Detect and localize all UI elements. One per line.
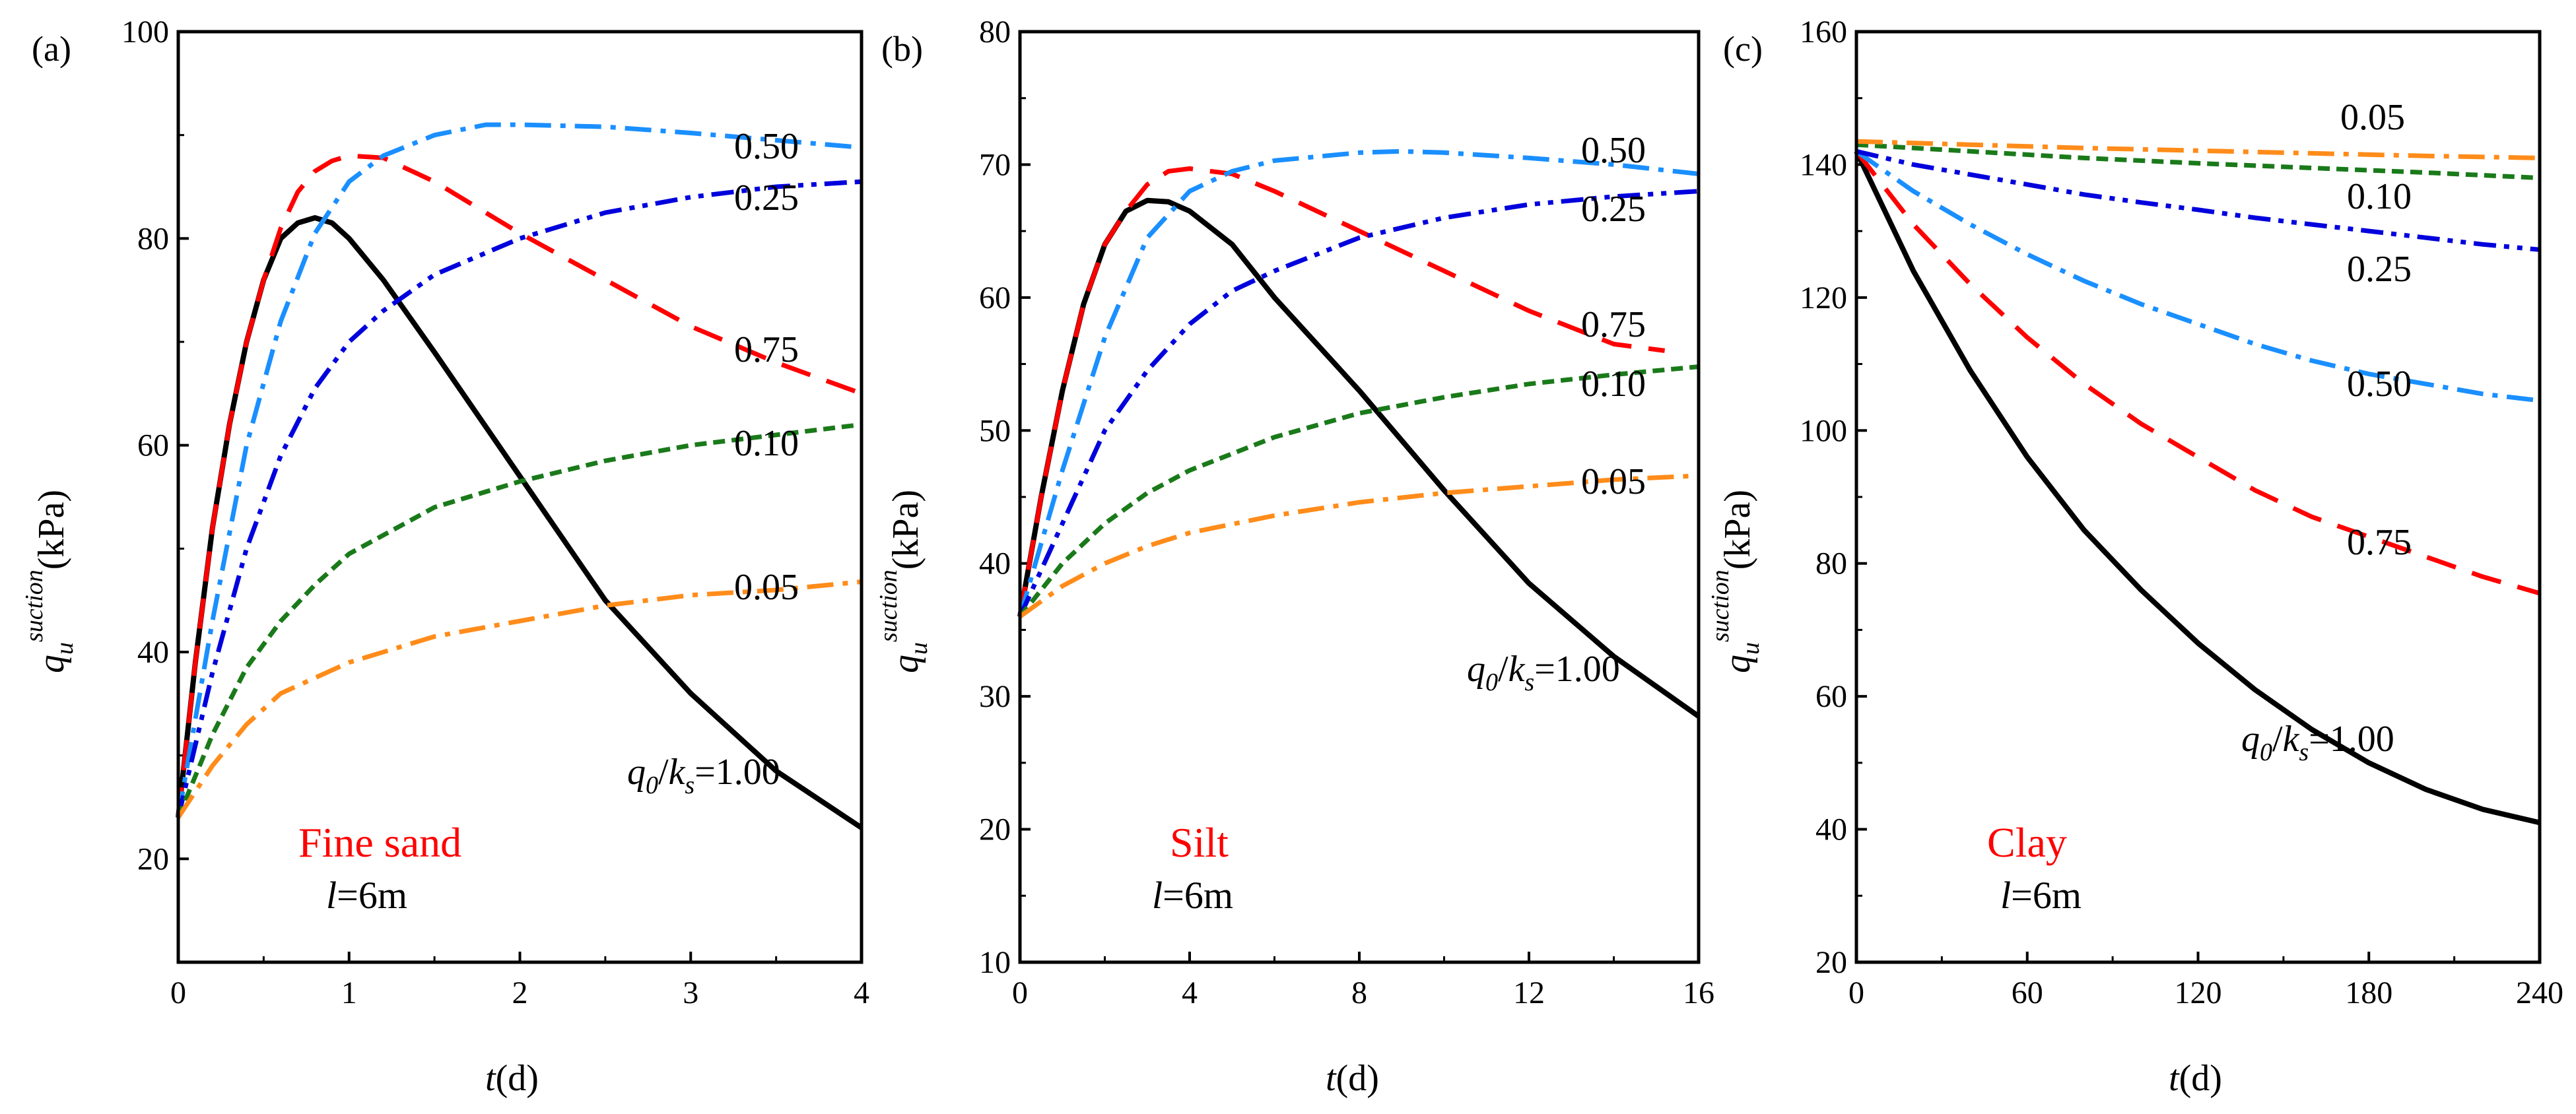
panel-c-ticks: 0 60 120 180 240 20 40 60 80 100 120 140 160: [1800, 15, 2563, 1010]
panel-c-label-100: q0/ks=1.00: [2241, 719, 2394, 766]
c-y-tick-label: 120: [1800, 280, 1847, 315]
panel-b-ticks: 0 4 8 12 16 10 20 30 40 50 60 70 80: [979, 15, 1714, 1010]
panel-c-soil-label: Clay: [1987, 819, 2067, 866]
b-series-100: [1017, 197, 1701, 719]
c-y-tick-label: 80: [1815, 546, 1847, 581]
panel-c-label-025: 0.25: [2347, 249, 2412, 290]
panel-c: (c) 0 60 120 180 240 20 40 60 80 100 120 140 160 0.0…: [1707, 15, 2563, 1099]
panel-a: (a) 0 1 2 3 4 20 40 60 80 100 0.50 0.25 0.75 0.10…: [20, 15, 869, 1099]
panel-a-length-label: l=6m: [326, 874, 407, 917]
b-x-tick-label: 16: [1683, 975, 1714, 1010]
panel-b-x-label: t(d): [1326, 1058, 1379, 1099]
panel-b-curves: [1017, 148, 1701, 719]
b-x-tick-label: 12: [1513, 975, 1545, 1010]
panel-b-label-050: 0.50: [1581, 130, 1646, 171]
a-x-tick-label: 4: [854, 975, 869, 1010]
panel-b-label-100: q0/ks=1.00: [1467, 649, 1620, 696]
c-series-100: [1854, 150, 2540, 826]
c-y-tick-label: 60: [1815, 679, 1847, 714]
panel-label-c: (c): [1723, 29, 1763, 69]
c-x-tick-label: 60: [2012, 975, 2043, 1010]
b-series-075: [1017, 166, 1666, 617]
panel-c-y-label: qusuction(kPa): [1707, 490, 1765, 673]
a-series-005: [176, 579, 862, 819]
panel-a-curves: [176, 122, 864, 830]
panel-b-label-075: 0.75: [1581, 304, 1646, 345]
a-y-tick-label: 80: [137, 221, 169, 256]
panel-a-label-100: q0/ks=1.00: [627, 752, 780, 799]
b-series-005: [1018, 473, 1699, 619]
c-x-tick-label: 240: [2516, 975, 2563, 1010]
a-series-010: [176, 422, 862, 819]
panel-a-frame: [176, 30, 864, 964]
a-y-tick-label: 60: [137, 428, 169, 463]
panel-c-label-050: 0.50: [2347, 364, 2412, 405]
a-y-tick-label: 20: [137, 841, 169, 876]
c-x-tick-label: 120: [2175, 975, 2222, 1010]
panel-a-label-005: 0.05: [734, 567, 799, 608]
a-y-tick-label: 40: [137, 635, 169, 670]
panel-b-y-label: qusuction(kPa): [875, 490, 933, 673]
panel-b-label-010: 0.10: [1581, 364, 1646, 405]
b-y-tick-label: 40: [979, 546, 1011, 581]
panel-a-soil-label: Fine sand: [298, 819, 461, 866]
b-y-tick-label: 30: [979, 679, 1011, 714]
c-x-tick-label: 0: [1848, 975, 1864, 1010]
c-y-tick-label: 100: [1800, 413, 1847, 448]
b-x-tick-label: 0: [1012, 975, 1028, 1010]
b-series-010: [1018, 364, 1699, 618]
panel-c-label-005: 0.05: [2340, 97, 2405, 138]
a-series-100: [176, 215, 864, 830]
panel-a-label-010: 0.10: [734, 423, 799, 464]
c-series-025: [1856, 148, 2540, 252]
panel-b-length-label: l=6m: [1152, 874, 1233, 917]
panel-b-label-005: 0.05: [1581, 461, 1646, 502]
panel-c-curves: [1854, 139, 2540, 826]
panel-label-a: (a): [32, 29, 71, 69]
b-series-025: [1017, 189, 1699, 618]
c-x-tick-label: 180: [2345, 975, 2392, 1010]
c-series-010: [1856, 142, 2540, 181]
b-series-050: [1017, 148, 1699, 618]
a-x-tick-label: 2: [512, 975, 528, 1010]
panel-c-x-label: t(d): [2169, 1058, 2222, 1099]
b-y-tick-label: 10: [979, 945, 1011, 980]
b-y-tick-label: 50: [979, 413, 1011, 448]
panel-label-b: (b): [881, 29, 923, 69]
panel-c-frame: [1854, 30, 2542, 964]
panel-a-y-label: qusuction(kPa): [20, 490, 79, 673]
a-series-050: [176, 122, 862, 818]
b-x-tick-label: 4: [1182, 975, 1198, 1010]
b-y-tick-label: 60: [979, 280, 1011, 315]
a-x-tick-label: 1: [341, 975, 357, 1010]
panel-a-ticks: 0 1 2 3 4 20 40 60 80 100: [121, 15, 869, 1010]
panel-c-length-label: l=6m: [2000, 874, 2082, 917]
b-y-tick-label: 80: [979, 15, 1011, 49]
a-x-tick-label: 3: [683, 975, 698, 1010]
a-series-075: [176, 153, 863, 818]
panel-a-x-label: t(d): [485, 1058, 539, 1099]
b-x-tick-label: 8: [1351, 975, 1367, 1010]
c-y-tick-label: 160: [1800, 15, 1847, 49]
c-series-005: [1856, 139, 2540, 160]
c-y-tick-label: 40: [1815, 812, 1847, 847]
panel-b-frame: [1018, 30, 1701, 964]
panel-b: (b) 0 4 8 12 16 10 20 30 40 50 60 70 80 0.50 0.25 0.…: [875, 15, 1714, 1099]
a-y-tick-label: 100: [121, 15, 169, 49]
a-series-025: [176, 179, 862, 818]
panel-a-label-075: 0.75: [734, 329, 799, 370]
panel-a-label-025: 0.25: [734, 178, 799, 218]
panel-b-soil-label: Silt: [1170, 819, 1229, 866]
c-series-050: [1854, 149, 2540, 403]
a-x-tick-label: 0: [170, 975, 186, 1010]
c-y-tick-label: 140: [1800, 147, 1847, 182]
c-y-tick-label: 20: [1815, 945, 1847, 980]
panel-c-label-010: 0.10: [2347, 176, 2412, 217]
panel-b-label-025: 0.25: [1581, 189, 1646, 230]
b-y-tick-label: 20: [979, 812, 1011, 847]
panel-a-label-050: 0.50: [734, 126, 799, 167]
b-y-tick-label: 70: [979, 147, 1011, 182]
panel-c-label-075: 0.75: [2347, 522, 2412, 563]
